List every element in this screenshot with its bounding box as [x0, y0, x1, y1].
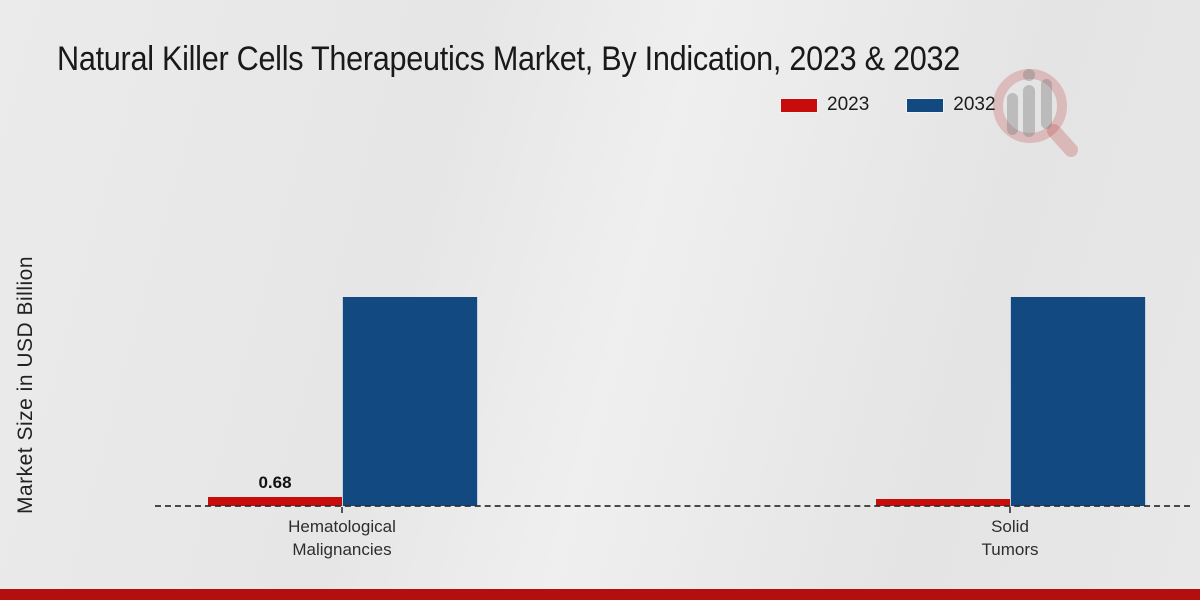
footer-accent-bar	[0, 589, 1200, 600]
category-label-solid-tumors: Solid Tumors	[981, 517, 1039, 559]
category-label-hematological-malignancies: Hematological Malignancies	[288, 517, 396, 559]
bar-2032-hematological-malignancies	[342, 297, 478, 506]
x-axis-dashed-line	[155, 505, 1190, 507]
bar-2032-solid-tumors	[1010, 297, 1146, 506]
chart-title: Natural Killer Cells Therapeutics Market…	[57, 40, 960, 78]
legend: 2023 2032	[781, 94, 996, 116]
x-axis-tick-solid-tumors	[1009, 507, 1011, 513]
legend-label-2032: 2032	[953, 94, 996, 115]
bar-2023-hematological-malignancies	[208, 497, 342, 506]
x-axis-tick-hematological-malignancies	[341, 507, 343, 513]
legend-swatch-2023	[781, 98, 817, 112]
magnifier-bar-chart-logo-watermark	[993, 69, 1078, 157]
legend-label-2023: 2023	[827, 94, 870, 115]
legend-item-2032: 2032	[907, 94, 996, 116]
bar-2023-solid-tumors	[876, 499, 1010, 506]
legend-item-2023: 2023	[781, 94, 869, 116]
legend-swatch-2032	[907, 98, 944, 112]
data-label-2023-hematological-malignancies: 0.68	[258, 473, 292, 492]
